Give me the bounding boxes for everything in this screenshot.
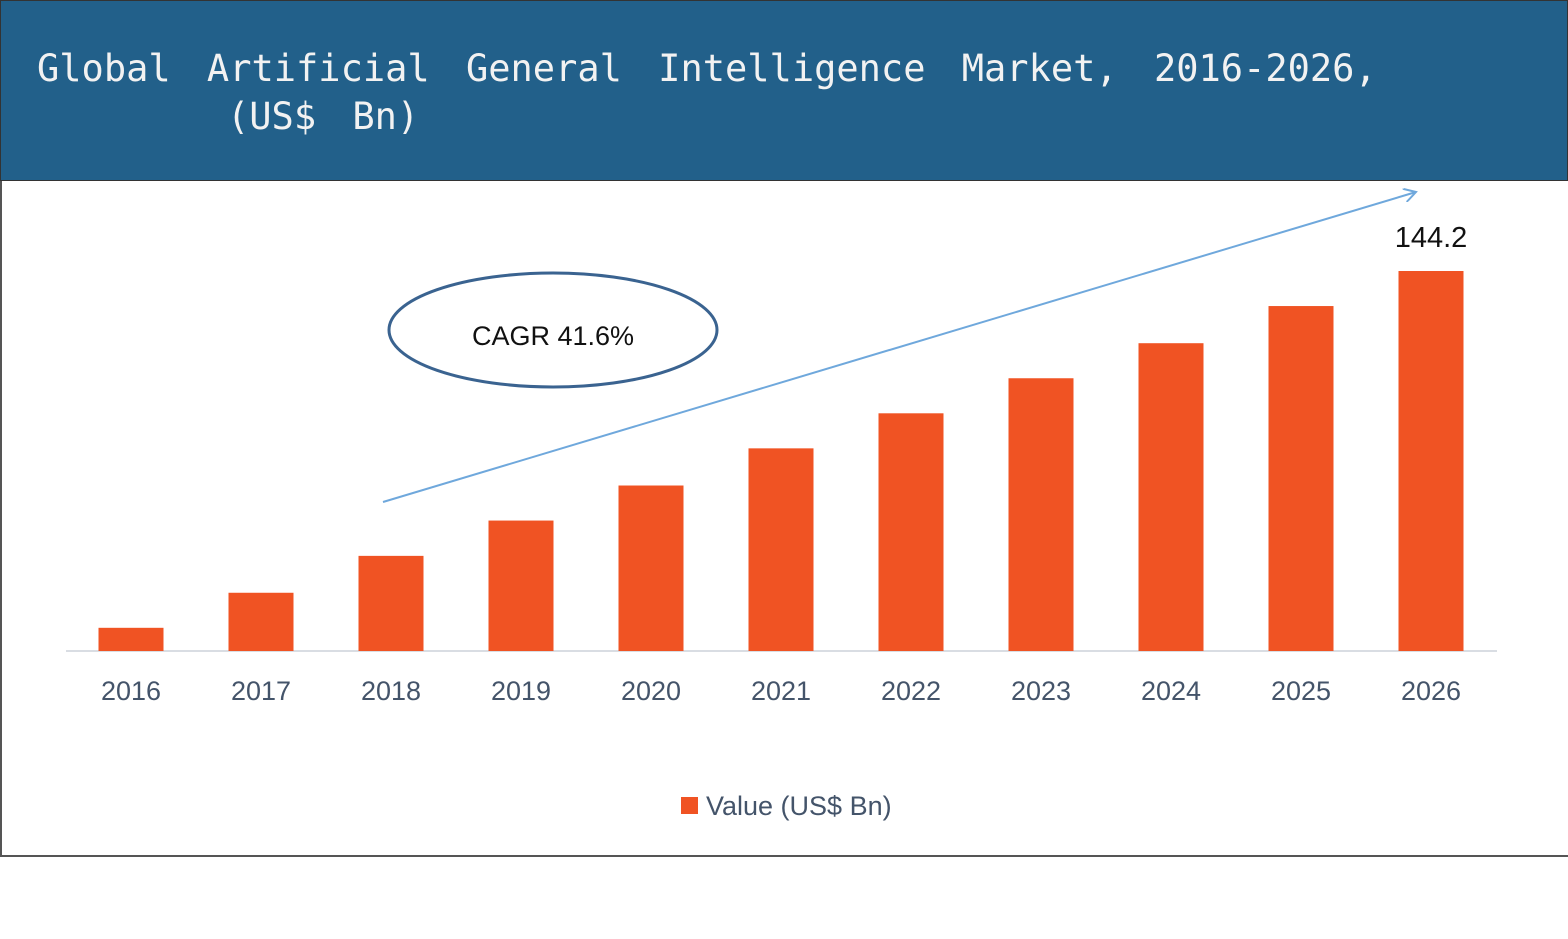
bar-2024: [1138, 343, 1204, 651]
x-tick-label-2021: 2021: [751, 676, 811, 706]
chart-frame: [0, 0, 1568, 857]
cagr-annotation: CAGR 41.6%: [472, 321, 634, 351]
x-tick-label-2016: 2016: [101, 676, 161, 706]
x-tick-label-2022: 2022: [881, 676, 941, 706]
x-tick-label-2018: 2018: [361, 676, 421, 706]
title-banner: Global Artificial General Intelligence M…: [0, 0, 1568, 181]
bar-2018: [358, 555, 424, 651]
growth-arrow: [382, 192, 1416, 503]
x-tick-label-2019: 2019: [491, 676, 551, 706]
bar-2023: [1008, 378, 1074, 651]
x-tick-label-2023: 2023: [1011, 676, 1071, 706]
title-line-1: Global Artificial General Intelligence M…: [37, 47, 1377, 90]
bar-2025: [1268, 306, 1334, 651]
bar-2021: [748, 448, 814, 651]
data-label-2026: 144.2: [1395, 222, 1468, 254]
title-line-2: (US$ Bn): [227, 95, 420, 138]
bar-2022: [878, 413, 944, 651]
legend: Value (US$ Bn): [681, 791, 892, 821]
bar-2017: [228, 592, 294, 651]
x-tick-label-2026: 2026: [1401, 676, 1461, 706]
x-tick-label-2020: 2020: [621, 676, 681, 706]
chart-title: Global Artificial General Intelligence M…: [37, 45, 1537, 141]
legend-swatch: [681, 797, 698, 814]
cagr-ellipse: [387, 271, 719, 389]
x-tick-label-2025: 2025: [1271, 676, 1331, 706]
x-tick-label-2017: 2017: [231, 676, 291, 706]
x-tick-label-2024: 2024: [1141, 676, 1201, 706]
bar-2019: [488, 520, 554, 651]
bar-2026: [1398, 271, 1464, 651]
bar-2016: [98, 627, 164, 651]
bar-2020: [618, 485, 684, 651]
legend-label: Value (US$ Bn): [706, 791, 892, 821]
